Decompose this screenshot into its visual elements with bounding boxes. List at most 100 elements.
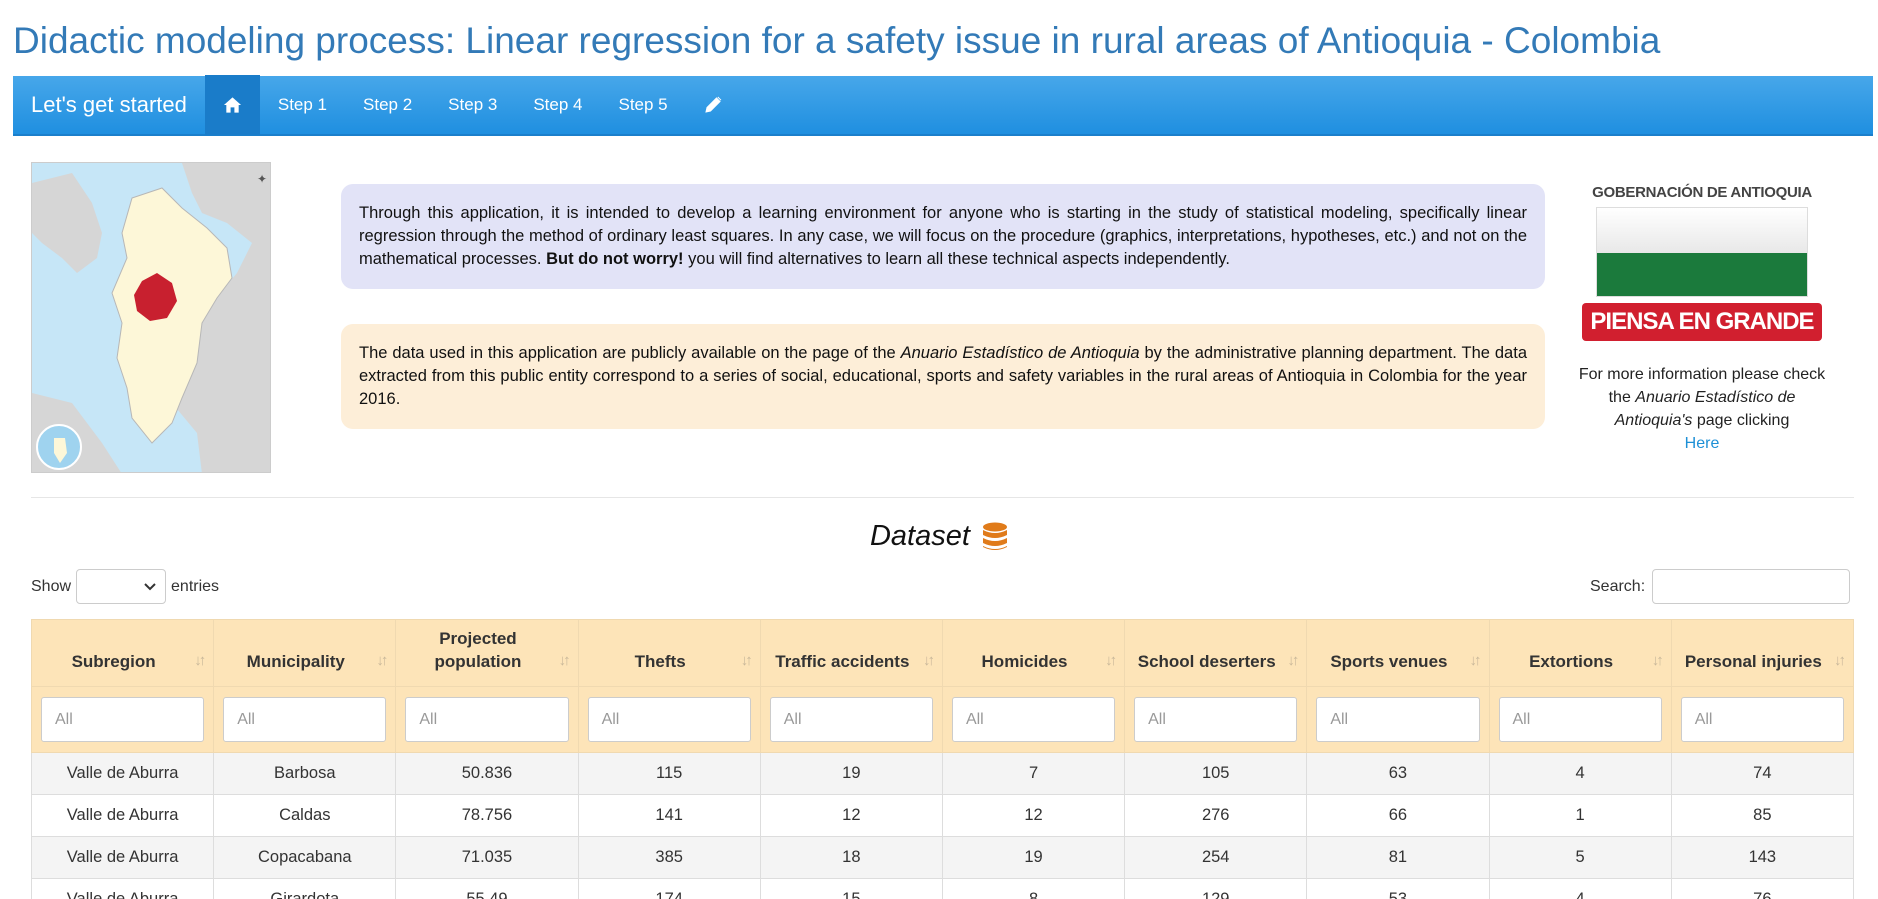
table-cell: 129 xyxy=(1124,878,1308,899)
table-row[interactable]: Valle de Aburra Girardota 55.49 174 15 8 129 53… xyxy=(30,878,1855,899)
sort-icon[interactable]: ↓↑ xyxy=(558,652,571,669)
nav-step-3[interactable]: Step 3 xyxy=(448,95,498,114)
table-cell: Valle de Aburra xyxy=(30,752,215,795)
source-text-end: by the administrative planning departmen… xyxy=(359,344,1527,408)
column-header-label: Personal injuries xyxy=(1684,652,1822,671)
table-cell: 53 xyxy=(1306,878,1490,899)
search-input[interactable] xyxy=(1652,569,1851,604)
intro-text-start: Through this application, it is intended… xyxy=(359,204,1527,268)
table-cell: 174 xyxy=(577,878,761,899)
sort-icon[interactable]: ↓↑ xyxy=(1469,652,1482,669)
table-cell: Caldas xyxy=(213,794,397,837)
table-cell: Valle de Aburra xyxy=(30,878,215,899)
table-cell: Barbosa xyxy=(213,752,397,795)
sort-icon[interactable]: ↓↑ xyxy=(1651,652,1664,669)
sort-icon[interactable]: ↓↑ xyxy=(922,652,935,669)
page-title: Didactic modeling process: Linear regres… xyxy=(13,20,1661,61)
column-header-label: Municipality xyxy=(246,652,345,671)
table-cell: 5 xyxy=(1488,836,1672,879)
column-filter-input[interactable]: All xyxy=(405,697,569,742)
dataset-table: Subregion ↓↑ Municipality ↓↑ Projected popul… xyxy=(30,619,1855,899)
column-filter-input[interactable]: All xyxy=(1134,697,1298,742)
table-cell: 4 xyxy=(1488,878,1672,899)
table-cell: 254 xyxy=(1124,836,1308,879)
table-cell: 66 xyxy=(1306,794,1490,837)
column-filter-input[interactable]: All xyxy=(41,697,205,742)
column-header[interactable]: Traffic accidents ↓↑ xyxy=(759,619,943,687)
column-header[interactable]: Extortions ↓↑ xyxy=(1488,619,1672,687)
gov-info-start: For more information please check the xyxy=(1578,366,1826,406)
table-cell: 4 xyxy=(1488,752,1672,795)
gov-block: GOBERNACIÓN DE ANTIOQUIA PIENSA EN GRAND… xyxy=(1577,184,1827,455)
column-filter-input[interactable]: All xyxy=(223,697,387,742)
column-filter-input[interactable]: All xyxy=(1498,697,1662,742)
column-header[interactable]: Thefts ↓↑ xyxy=(577,619,761,687)
search-label: Search: xyxy=(1590,577,1646,595)
gov-info-end: page clicking xyxy=(1692,412,1790,429)
nav-step-4[interactable]: Step 4 xyxy=(533,95,583,114)
database-icon xyxy=(983,522,1007,551)
antioquia-flag xyxy=(1596,207,1808,297)
nav-home[interactable] xyxy=(204,75,260,135)
gov-logo-title: GOBERNACIÓN DE ANTIOQUIA xyxy=(1592,184,1812,201)
table-cell: 63 xyxy=(1306,752,1490,795)
column-header[interactable]: Municipality ↓↑ xyxy=(213,619,397,687)
table-search: Search: xyxy=(1590,569,1851,604)
navbar-brand[interactable]: Let's get started xyxy=(31,92,187,117)
column-header-label: Subregion xyxy=(71,652,156,671)
sort-icon[interactable]: ↓↑ xyxy=(1834,652,1846,669)
column-filter-input[interactable]: All xyxy=(951,697,1116,742)
column-header[interactable]: Sports venues ↓↑ xyxy=(1306,619,1490,687)
column-header-label: Homicides xyxy=(981,652,1068,671)
sort-icon[interactable]: ↓↑ xyxy=(1287,652,1299,669)
sort-icon[interactable]: ↓↑ xyxy=(194,652,206,669)
column-filter-cell: All xyxy=(577,686,761,753)
column-header-label: Thefts xyxy=(634,652,686,671)
sort-icon[interactable]: ↓↑ xyxy=(740,652,753,669)
column-filter-cell: All xyxy=(213,686,397,753)
nav-step-5[interactable]: Step 5 xyxy=(618,95,668,114)
column-filter-cell: All xyxy=(941,686,1126,753)
here-link[interactable]: Here xyxy=(1684,435,1720,452)
column-header[interactable]: Projected population ↓↑ xyxy=(395,619,579,687)
entries-select[interactable] xyxy=(76,569,167,604)
table-row[interactable]: Valle de Aburra Copacabana 71.035 385 18 19 25… xyxy=(30,836,1855,879)
column-header-label: School deserters xyxy=(1137,652,1276,671)
table-cell: 276 xyxy=(1124,794,1308,837)
nav-step-2[interactable]: Step 2 xyxy=(363,95,413,114)
column-header[interactable]: Personal injuries ↓↑ xyxy=(1670,619,1855,687)
table-row[interactable]: Valle de Aburra Caldas 78.756 141 12 12 276 66 1… xyxy=(30,794,1855,837)
table-row[interactable]: Valle de Aburra Barbosa 50.836 115 19 7 105 63 4… xyxy=(30,752,1855,795)
table-cell: 12 xyxy=(941,794,1126,837)
table-cell: 74 xyxy=(1670,752,1855,795)
svg-text:✦: ✦ xyxy=(257,172,267,186)
nav-edit[interactable] xyxy=(686,75,740,135)
table-cell: 105 xyxy=(1124,752,1308,795)
sort-icon[interactable]: ↓↑ xyxy=(376,652,388,669)
section-divider xyxy=(31,497,1854,498)
nav-step-1[interactable]: Step 1 xyxy=(277,95,328,114)
column-header-label: Extortions xyxy=(1529,652,1614,671)
table-cell: Valle de Aburra xyxy=(30,794,215,837)
gov-info-italic: Anuario Estadístico de Antioquia's xyxy=(1614,389,1796,429)
intro-panel: Through this application, it is intended… xyxy=(341,184,1545,289)
table-cell: 19 xyxy=(759,752,943,795)
gov-info-text: For more information please check the An… xyxy=(1577,363,1827,432)
table-cell: 71.035 xyxy=(395,836,579,879)
entries-label: entries xyxy=(171,577,220,595)
source-text-italic: Anuario Estadístico de Antioquia xyxy=(900,344,1140,362)
column-header[interactable]: Homicides ↓↑ xyxy=(941,619,1126,687)
column-filter-input[interactable]: All xyxy=(587,697,751,742)
column-filter-input[interactable]: All xyxy=(1680,697,1844,742)
column-filter-input[interactable]: All xyxy=(769,697,933,742)
column-filter-input[interactable]: All xyxy=(1316,697,1480,742)
column-header[interactable]: Subregion ↓↑ xyxy=(30,619,215,687)
dataset-title-text: Dataset xyxy=(869,520,970,552)
column-filter-cell: All xyxy=(759,686,943,753)
sort-icon[interactable]: ↓↑ xyxy=(1105,652,1117,669)
column-header[interactable]: School deserters ↓↑ xyxy=(1124,619,1308,687)
intro-text-end: you will find alternatives to learn all … xyxy=(683,250,1230,268)
pencil-icon xyxy=(704,96,721,113)
dataset-title: Dataset xyxy=(0,520,1878,553)
table-cell: 385 xyxy=(577,836,761,879)
